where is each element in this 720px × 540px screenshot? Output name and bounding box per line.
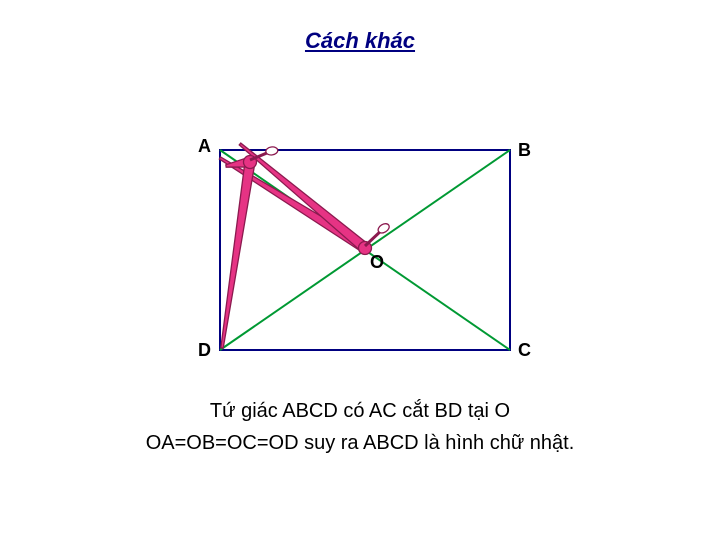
page-root: Cách khác A B C D O Tứ giác ABCD có AC c…: [0, 0, 720, 540]
vertex-label-a: A: [198, 136, 211, 157]
vertex-label-b: B: [518, 140, 531, 161]
geometry-diagram: A B C D O: [180, 100, 540, 370]
page-title: Cách khác: [0, 28, 720, 54]
vertex-label-c: C: [518, 340, 531, 361]
diagram-svg: [180, 100, 540, 370]
vertex-label-o: O: [370, 252, 384, 273]
caption-line-1: Tứ giác ABCD có AC cắt BD tại O: [0, 400, 720, 423]
caption-line-2: OA=OB=OC=OD suy ra ABCD là hình chữ nhật…: [0, 432, 720, 455]
vertex-label-d: D: [198, 340, 211, 361]
